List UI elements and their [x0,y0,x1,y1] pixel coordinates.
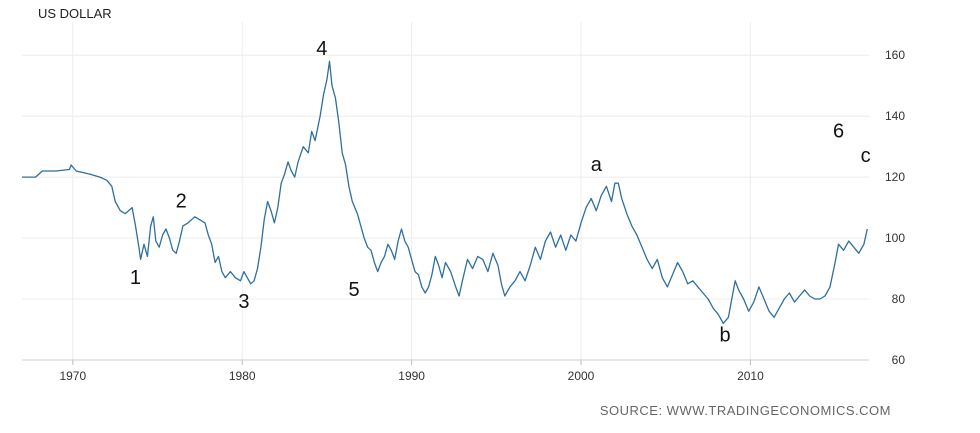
y-tick-label: 120 [885,170,905,184]
wave-label: 5 [348,279,359,301]
wave-label: 1 [130,267,141,289]
y-tick-label: 80 [892,292,906,306]
x-axis-ticks: 1970 1980 1990 2000 2010 [22,359,869,383]
y-axis-ticks: 60 80 100 120 140 160 [885,48,905,367]
wave-label: c [861,145,871,167]
x-tick-label: 1980 [229,369,256,383]
grid [22,22,869,361]
y-tick-label: 160 [885,48,905,62]
source-label: SOURCE: WWW.TRADINGECONOMICS.COM [600,403,891,418]
y-tick-label: 100 [885,231,905,245]
wave-annotations: 1 2 3 4 5 a b 6c [130,38,871,346]
x-tick-label: 2000 [568,369,595,383]
x-tick-label: 1970 [59,369,86,383]
x-tick-label: 1990 [398,369,425,383]
series-layer [22,60,868,325]
chart-title: US DOLLAR [38,6,112,21]
y-tick-label: 60 [892,353,906,367]
wave-label: a [591,154,603,176]
wave-label: 3 [238,291,249,313]
wave-label: 6 [833,121,844,143]
y-tick-label: 140 [885,109,905,123]
wave-label: 4 [316,38,327,60]
series-line [22,60,868,325]
wave-label: 2 [176,191,187,213]
x-tick-label: 2010 [737,369,764,383]
wave-label: b [719,325,730,347]
